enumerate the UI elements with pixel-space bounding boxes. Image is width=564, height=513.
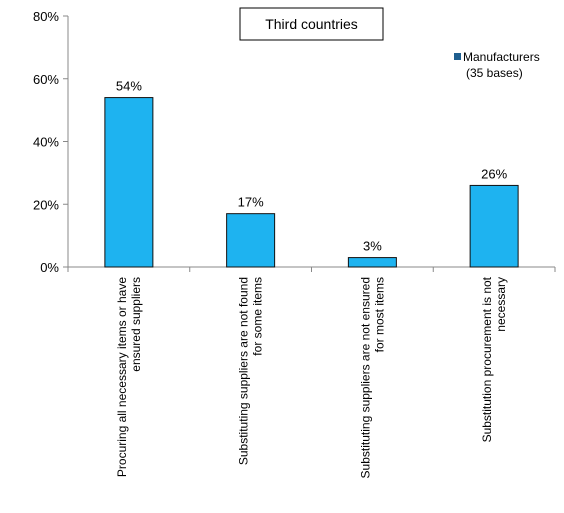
- y-tick-label: 80%: [33, 9, 59, 24]
- x-category-label: ensured suppliers: [129, 277, 143, 372]
- data-label: 17%: [238, 195, 264, 210]
- bar-series: [104, 97, 519, 268]
- data-label: 3%: [363, 239, 382, 254]
- bar: [469, 184, 519, 268]
- x-category-label: Substitution procurement is not: [480, 276, 494, 442]
- x-category-label: Substituting suppliers are not ensured: [358, 277, 372, 478]
- legend-swatch: [454, 53, 461, 60]
- legend-entry-line-2: (35 bases): [466, 66, 523, 80]
- y-axis: 0% 20% 40% 60% 80%: [33, 9, 69, 275]
- x-category-label: Procuring all necessary items or have: [115, 277, 129, 477]
- legend-entry-line-1: Manufacturers: [463, 50, 540, 64]
- chart-title: Third countries: [265, 16, 358, 32]
- y-tick-label: 40%: [33, 135, 59, 150]
- x-category-label: for most items: [372, 277, 386, 352]
- y-tick-label: 0%: [40, 260, 59, 275]
- bar: [347, 257, 397, 268]
- x-category-label: necessary: [494, 277, 508, 332]
- category-labels: Procuring all necessary items or have ens…: [115, 276, 508, 478]
- x-axis: [67, 266, 556, 272]
- title-box: [239, 7, 384, 41]
- bar: [226, 213, 276, 268]
- x-category-label: Substituting suppliers are not found: [237, 277, 251, 465]
- y-tick-label: 20%: [33, 197, 59, 212]
- data-label: 26%: [481, 166, 507, 181]
- legend: Manufacturers (35 bases): [454, 50, 540, 80]
- data-label: 54%: [116, 79, 142, 94]
- data-labels: 54% 17% 3% 26%: [116, 79, 508, 254]
- y-tick-label: 60%: [33, 72, 59, 87]
- bar: [104, 97, 154, 268]
- x-category-label: for some items: [251, 277, 265, 356]
